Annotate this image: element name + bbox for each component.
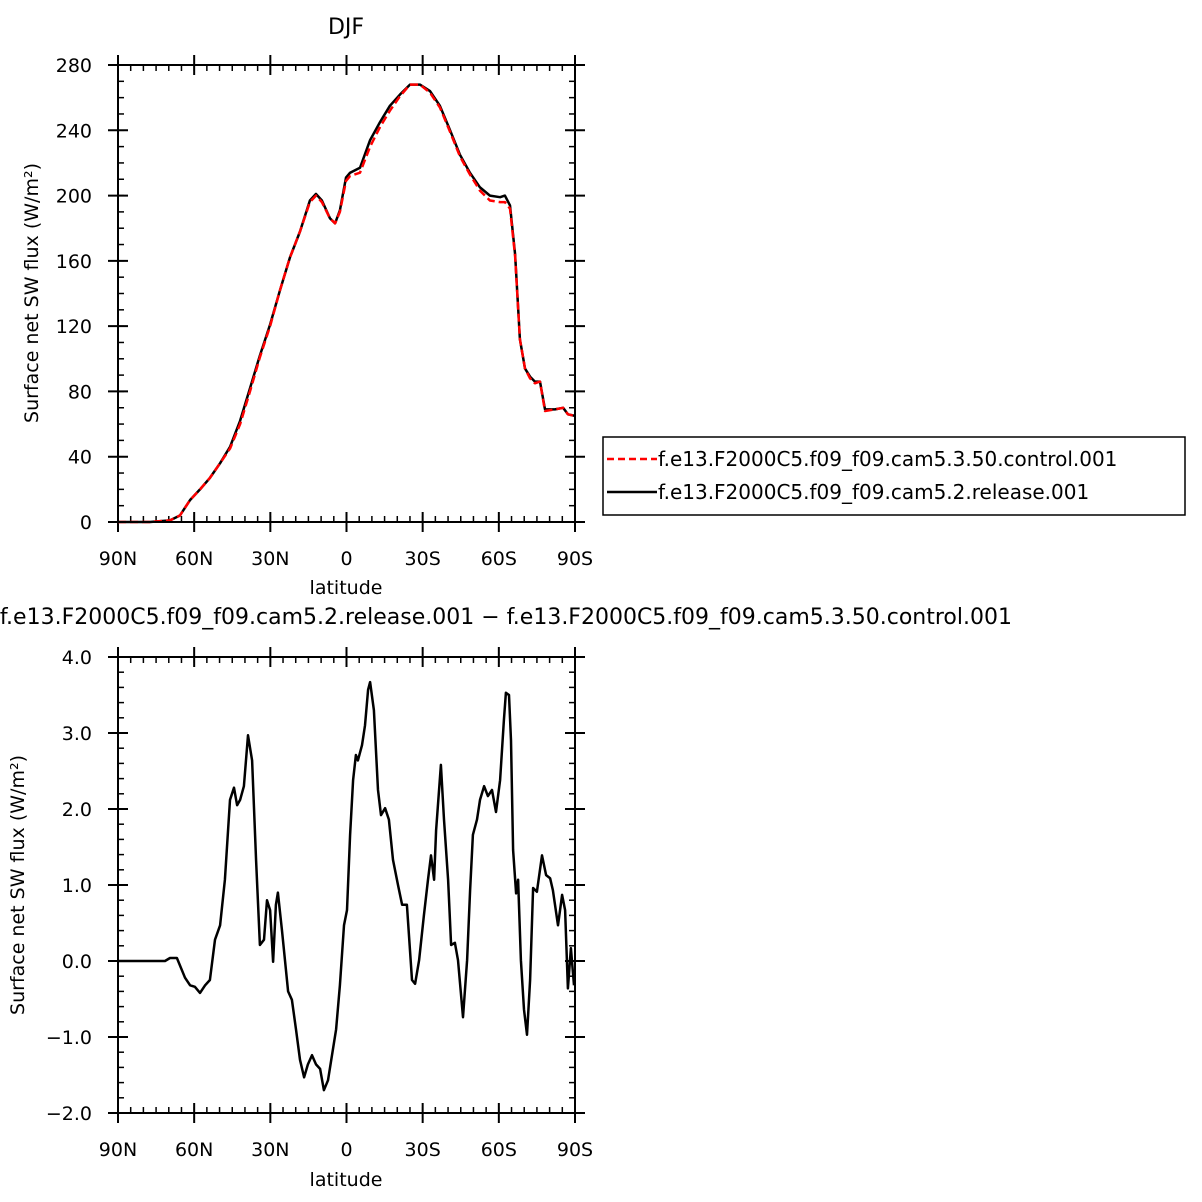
bottom-y-axis-label: Surface net SW flux (W/m²) (7, 755, 29, 1015)
top-y-tick-label: 120 (56, 316, 92, 338)
bottom-x-tick-label: 60S (481, 1139, 517, 1161)
bottom-panel: f.e13.F2000C5.f09_f09.cam5.2.release.001… (0, 605, 1012, 1191)
top-y-tick-label: 0 (80, 512, 92, 534)
bottom-y-tick-label: 3.0 (62, 723, 92, 745)
legend-control-label: f.e13.F2000C5.f09_f09.cam5.3.50.control.… (658, 447, 1117, 471)
top-y-tick-label: 160 (56, 251, 92, 273)
bottom-y-tick-label: −1.0 (46, 1027, 92, 1049)
bottom-y-tick-label: 0.0 (62, 951, 92, 973)
top-x-axis-label: latitude (310, 577, 383, 599)
legend-box (602, 436, 1186, 516)
top-x-tick-label: 90S (557, 548, 593, 570)
top-y-tick-label: 40 (68, 447, 92, 469)
top-x-tick-label: 60N (175, 548, 213, 570)
top-x-tick-label: 60S (481, 548, 517, 570)
top-y-axis-label: Surface net SW flux (W/m²) (21, 163, 43, 423)
top-x-tick-label: 30S (405, 548, 441, 570)
legend: f.e13.F2000C5.f09_f09.cam5.3.50.control.… (602, 436, 1186, 516)
bottom-x-tick-label: 90N (99, 1139, 137, 1161)
top-series-line-control (118, 83, 576, 524)
top-chart-title: DJF (328, 15, 364, 40)
top-plot-frame (117, 64, 576, 523)
top-x-tick-label: 30N (251, 548, 289, 570)
top-x-tick-label: 0 (340, 548, 352, 570)
bottom-y-tick-label: 1.0 (62, 875, 92, 897)
bottom-x-tick-label: 30N (251, 1139, 289, 1161)
top-y-tick-label: 80 (68, 381, 92, 403)
bottom-x-axis-label: latitude (310, 1169, 383, 1191)
legend-release-label: f.e13.F2000C5.f09_f09.cam5.2.release.001 (658, 480, 1089, 504)
bottom-plot-frame (117, 656, 576, 1114)
bottom-y-tick-label: 4.0 (62, 647, 92, 669)
bottom-series-line-difference (118, 680, 576, 1092)
top-y-tick-label: 280 (56, 55, 92, 77)
top-series-line-release (118, 83, 576, 524)
top-x-tick-label: 90N (99, 548, 137, 570)
bottom-y-tick-label: −2.0 (46, 1103, 92, 1125)
top-y-tick-label: 200 (56, 186, 92, 208)
top-y-tick-label: 240 (56, 120, 92, 142)
bottom-x-tick-label: 0 (340, 1139, 352, 1161)
bottom-y-tick-label: 2.0 (62, 799, 92, 821)
bottom-x-tick-label: 90S (557, 1139, 593, 1161)
top-panel: DJF 90N 60N 30N 0 30S 60S 90S 0 40 80 120 160 200 240… (21, 15, 593, 599)
bottom-chart-title: f.e13.F2000C5.f09_f09.cam5.2.release.001… (0, 605, 1012, 630)
bottom-x-tick-label: 30S (405, 1139, 441, 1161)
bottom-x-tick-label: 60N (175, 1139, 213, 1161)
